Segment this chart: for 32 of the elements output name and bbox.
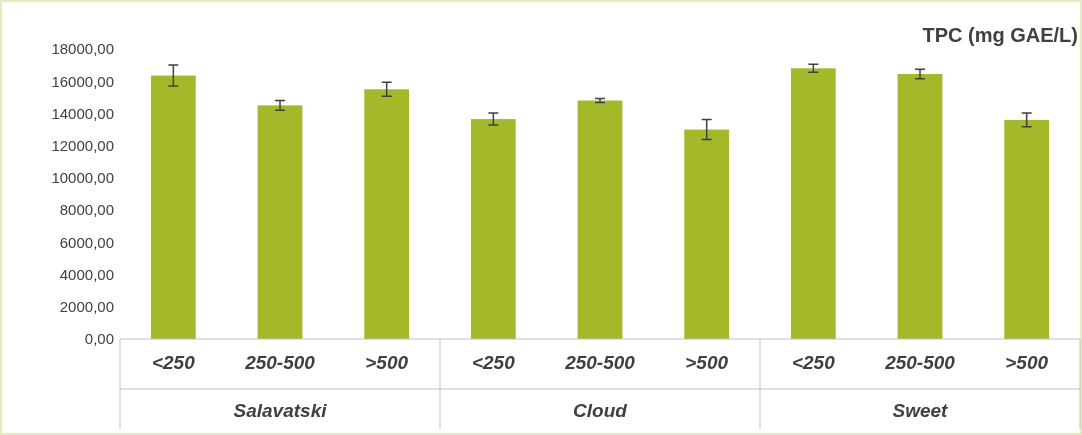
y-tick-label: 18000,00 [51,40,114,58]
y-tick-label: 6000,00 [59,233,114,251]
x-tick-label: 250-500 [564,352,636,373]
bar [470,119,516,339]
text: Salavatski [233,400,328,421]
bar [790,68,836,339]
bar [684,129,730,339]
x-tick-label: >500 [685,352,729,373]
y-tick-label: 8000,00 [59,201,114,219]
bar [897,73,943,339]
y-tick-label: 10000,00 [51,169,114,187]
y-tick-label: 12000,00 [51,136,114,154]
bar [364,89,410,339]
x-tick-label: <250 [151,352,196,373]
y-tick-label: 2000,00 [59,298,114,316]
y-tick-label: 16000,00 [51,72,114,90]
bar [150,75,196,339]
bar [577,100,623,339]
text: Cloud [573,400,628,421]
x-tick-label: 250-500 [244,352,316,373]
bar [257,105,303,339]
text: Sweet [892,400,949,421]
x-tick-label: <250 [471,352,516,373]
x-tick-label: >500 [1005,352,1049,373]
y-tick-label: 4000,00 [59,265,114,283]
x-tick-label: <250 [791,352,836,373]
x-tick-label: 250-500 [884,352,956,373]
x-tick-label: >500 [365,352,409,373]
y-tick-label: 14000,00 [51,104,114,122]
chart-title: TPC (mg GAE/L) [922,24,1078,46]
y-tick-label: 0,00 [84,330,114,348]
bar [1004,119,1050,339]
